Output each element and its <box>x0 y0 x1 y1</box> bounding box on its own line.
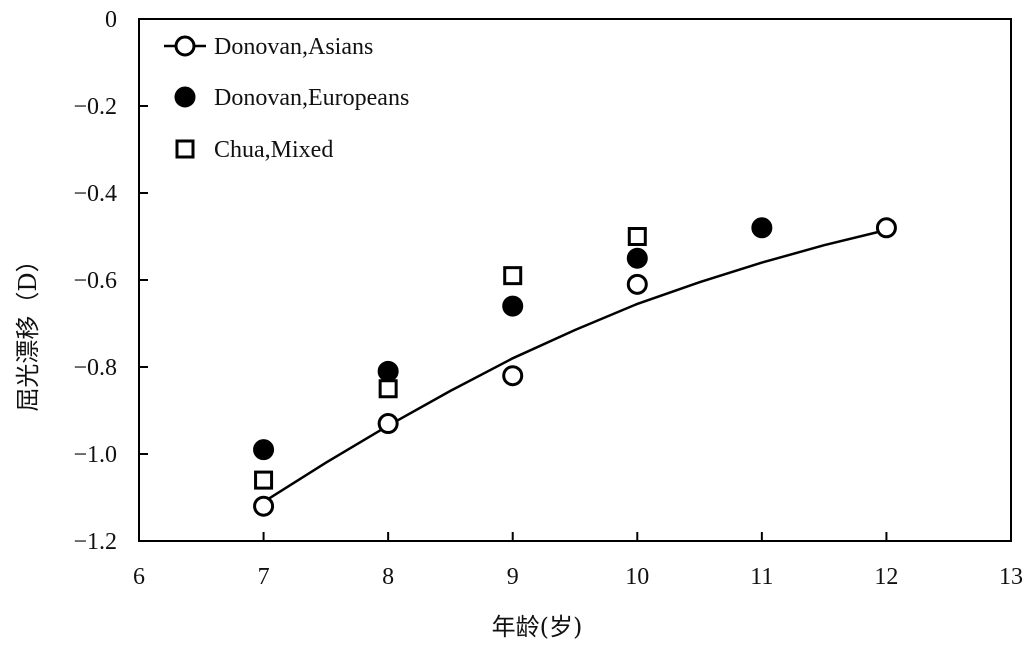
legend-label: Donovan,Europeans <box>214 85 409 111</box>
data-point-open-circle <box>875 217 897 239</box>
y-tick-label: −0.6 <box>73 268 117 294</box>
data-point-filled-circle <box>502 295 524 317</box>
x-tick-label: 6 <box>133 564 145 590</box>
legend-marker-open-square <box>175 139 195 159</box>
y-axis-title: 屈光漂移（D） <box>14 248 42 411</box>
y-tick-label: 0 <box>105 7 117 33</box>
data-point-filled-circle <box>751 217 773 239</box>
y-tick-label: −1.0 <box>73 442 117 468</box>
legend-label: Donovan,Asians <box>214 34 373 60</box>
x-tick-label: 11 <box>750 564 773 590</box>
x-tick-label: 13 <box>999 564 1023 590</box>
data-point-open-square <box>627 227 647 246</box>
data-point-open-square <box>503 266 523 286</box>
data-point-filled-circle <box>377 360 399 382</box>
data-point-open-square <box>378 379 398 399</box>
data-points <box>253 217 897 517</box>
y-tick-label: −0.8 <box>73 355 117 381</box>
y-axis-ticks: 0 −0.2 −0.4 −0.6 −0.8 −1.0 −1.2 <box>73 7 148 555</box>
x-tick-label: 10 <box>625 564 649 590</box>
legend-label: Chua,Mixed <box>214 137 333 163</box>
legend-marker-open-circle <box>174 35 196 57</box>
x-tick-label: 7 <box>258 564 270 590</box>
trend-line <box>262 228 887 503</box>
x-tick-label: 12 <box>874 564 898 590</box>
legend-marker-filled-circle <box>174 86 196 108</box>
x-axis-ticks: 6 7 8 9 10 11 12 13 <box>133 532 1023 590</box>
y-tick-label: −0.4 <box>73 181 117 207</box>
y-tick-label: −0.2 <box>73 94 117 120</box>
x-axis-title: 年龄(岁) <box>492 613 583 641</box>
trend-line-group <box>262 228 887 503</box>
data-point-filled-circle <box>253 439 275 461</box>
data-point-open-circle <box>253 495 275 517</box>
data-point-open-square <box>254 470 274 490</box>
data-point-open-circle <box>502 365 524 387</box>
x-tick-label: 8 <box>382 564 394 590</box>
data-point-open-circle <box>626 273 648 295</box>
data-point-open-circle <box>377 413 399 435</box>
y-tick-label: −1.2 <box>73 529 117 555</box>
data-point-filled-circle <box>626 247 648 269</box>
x-tick-label: 9 <box>507 564 519 590</box>
legend: Donovan,Asians Donovan,Europeans Chua,Mixe… <box>164 34 409 163</box>
